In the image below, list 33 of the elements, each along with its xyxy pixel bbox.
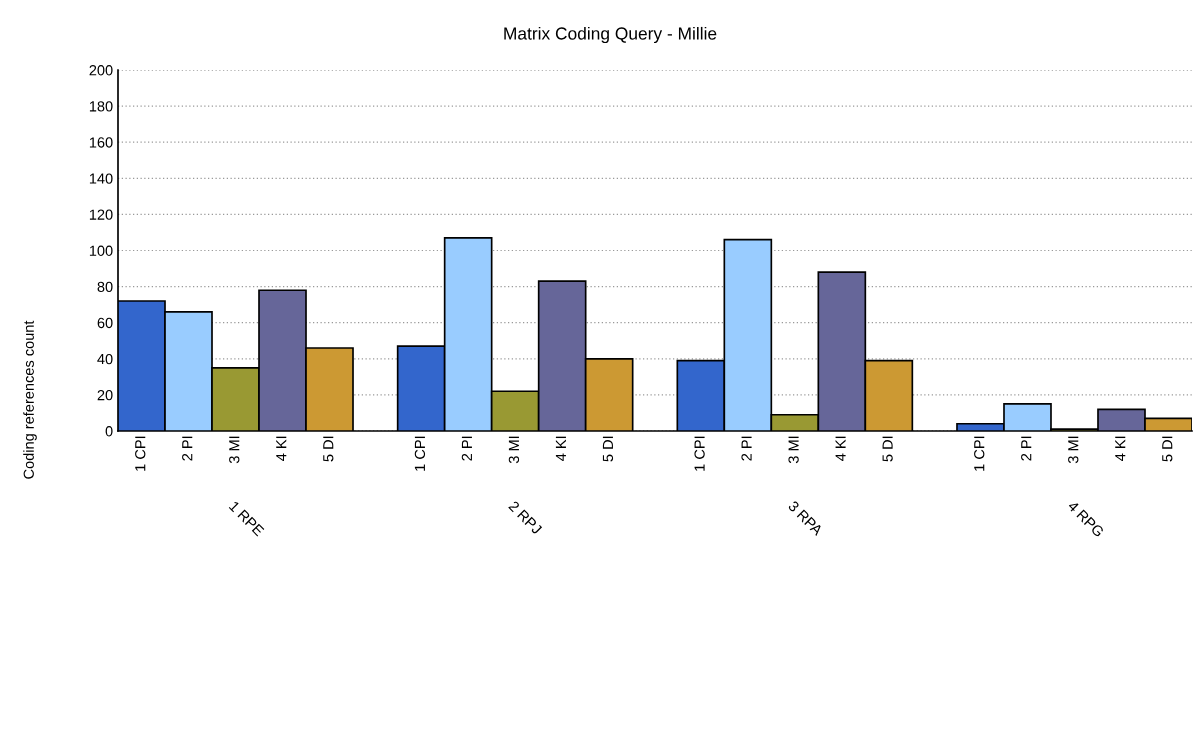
- y-tick-label: 160: [89, 137, 113, 148]
- text: 3 MI: [508, 436, 520, 464]
- y-tick-label: 120: [89, 209, 113, 220]
- text: 2 PI: [461, 436, 472, 461]
- text: 1 CPI: [135, 436, 146, 471]
- text: 3 MI: [788, 436, 799, 464]
- text: 5 DI: [1162, 436, 1173, 462]
- text: 5 DI: [323, 436, 334, 462]
- y-tick-label: 40: [97, 353, 113, 365]
- y-tick-label: 100: [89, 245, 113, 256]
- text: 1 CPI: [974, 436, 985, 471]
- y-tick-label: 200: [89, 65, 113, 76]
- y-axis-title: Coding references count: [23, 320, 37, 479]
- y-tick-label: 140: [89, 173, 113, 184]
- text: 5 DI: [882, 436, 893, 462]
- text: 2 PI: [182, 436, 193, 461]
- y-tick-label: 60: [97, 317, 113, 329]
- y-tick-label: 0: [105, 426, 113, 437]
- text: 4 KI: [1115, 436, 1126, 461]
- y-tick-label: 80: [97, 281, 113, 293]
- text: 4 KI: [835, 436, 846, 461]
- text: 3 MI: [229, 436, 240, 464]
- y-tick-label: 20: [97, 390, 113, 401]
- text: 4 KI: [276, 436, 287, 461]
- text: 1 CPI: [694, 436, 705, 471]
- text: 4 KI: [555, 436, 566, 461]
- text: 2 PI: [741, 436, 752, 461]
- chart-title: Matrix Coding Query - Millie: [504, 26, 717, 44]
- text: 1 CPI: [414, 436, 426, 471]
- text: 5 DI: [602, 436, 614, 462]
- text: 3 MI: [1068, 436, 1079, 464]
- text: 2 PI: [1021, 436, 1032, 461]
- y-tick-label: 180: [89, 101, 113, 112]
